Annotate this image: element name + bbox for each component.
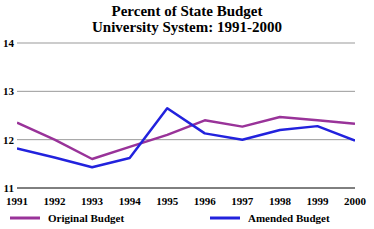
x-tick-label: 1993 bbox=[81, 195, 104, 207]
x-tick-label: 1996 bbox=[194, 195, 217, 207]
y-tick-label: 14 bbox=[3, 37, 15, 49]
x-tick-label: 1995 bbox=[156, 195, 179, 207]
title: Percent of State Budget bbox=[112, 3, 263, 19]
y-tick-label: 11 bbox=[4, 182, 14, 194]
x-axis-line bbox=[17, 188, 355, 189]
grid-line bbox=[17, 43, 355, 44]
legend-swatch bbox=[210, 217, 240, 220]
x-tick-label: 1992 bbox=[44, 195, 67, 207]
grid-line bbox=[17, 139, 355, 140]
x-tick-label: 1994 bbox=[119, 195, 142, 207]
x-tick-label: 1997 bbox=[231, 195, 254, 207]
y-tick-label: 12 bbox=[3, 134, 15, 146]
grid-line bbox=[17, 91, 355, 92]
y-tick-label: 13 bbox=[3, 85, 15, 97]
x-tick-label: 2000 bbox=[344, 195, 367, 207]
x-tick-label: 1991 bbox=[6, 195, 28, 207]
subtitle: University System: 1991-2000 bbox=[92, 19, 282, 35]
legend-swatch bbox=[10, 217, 40, 220]
x-tick-label: 1999 bbox=[306, 195, 329, 207]
legend-label: Amended Budget bbox=[248, 212, 330, 224]
legend-label: Original Budget bbox=[48, 212, 124, 224]
series-line bbox=[17, 108, 355, 167]
chart: Percent of State BudgetUniversity System… bbox=[0, 0, 374, 229]
plot-area bbox=[17, 108, 355, 167]
series-line bbox=[17, 117, 355, 159]
x-tick-label: 1998 bbox=[269, 195, 292, 207]
